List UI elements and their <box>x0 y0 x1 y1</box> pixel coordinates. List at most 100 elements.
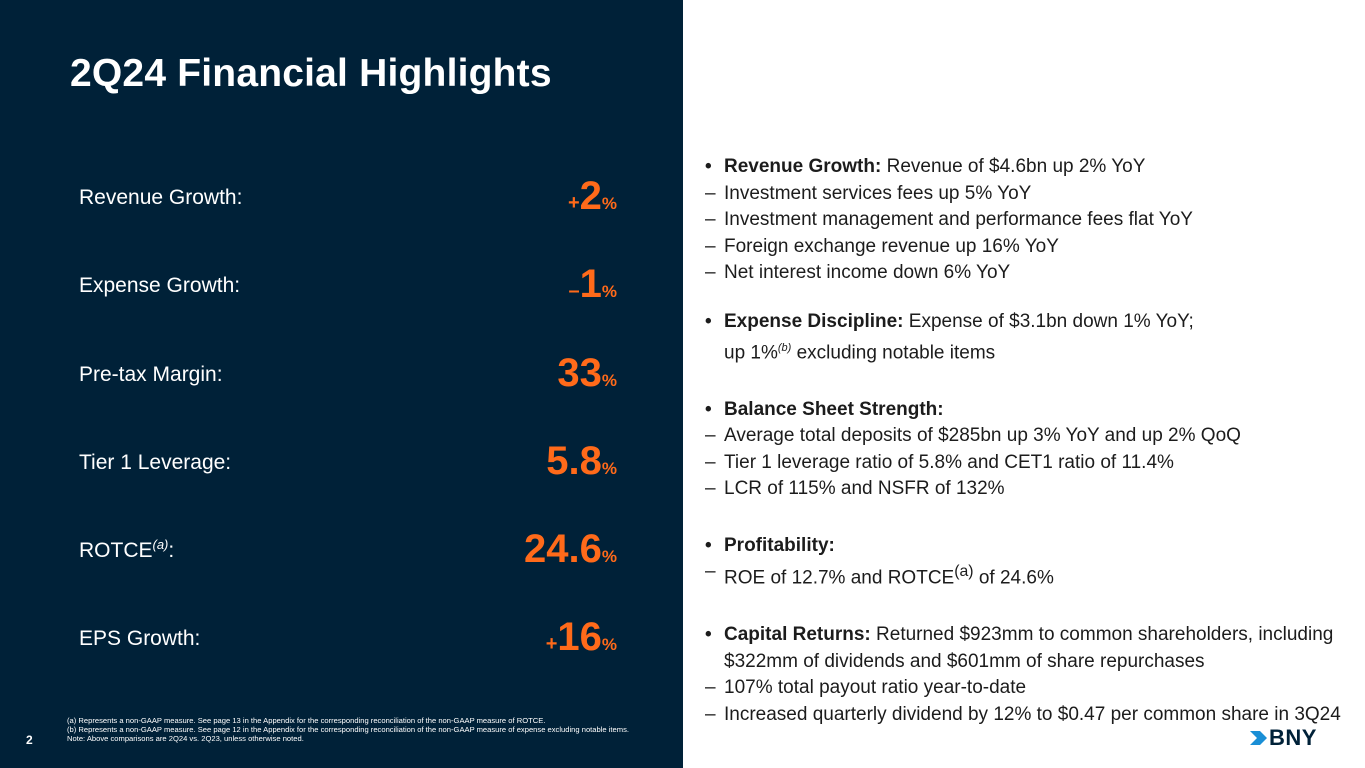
metric-tier1-leverage: Tier 1 Leverage: 5.8% <box>79 423 617 483</box>
metric-sign: – <box>568 280 580 302</box>
metric-rotce: ROTCE(a): 24.6% <box>79 511 617 571</box>
bullet-dot: • <box>705 156 712 177</box>
sub-text: Average total deposits of $285bn up 3% Y… <box>724 425 1241 447</box>
bullet-heading: Balance Sheet Strength: <box>724 398 944 420</box>
bullet-text-line2: up 1% <box>724 342 778 364</box>
sub-text: Investment services fees up 5% YoY <box>724 182 1032 204</box>
sub-text: LCR of 115% and NSFR of 132% <box>724 478 1005 500</box>
bullet-heading: Profitability: <box>724 534 835 556</box>
bullet-text: Revenue of $4.6bn up 2% YoY <box>881 156 1146 177</box>
metric-value: +16% <box>546 617 617 657</box>
sub-text-end: of 24.6% <box>973 567 1054 589</box>
spacer <box>705 287 1350 309</box>
dash: – <box>705 451 716 473</box>
sub-text: Foreign exchange revenue up 16% YoY <box>724 235 1059 257</box>
bullet-text-line2-end: excluding notable items <box>791 342 996 364</box>
metric-revenue-growth: Revenue Growth: +2% <box>79 158 617 218</box>
metric-number: 2 <box>579 174 602 218</box>
footnote-b: (b) Represents a non-GAAP measure. See p… <box>67 725 629 734</box>
metric-label: EPS Growth: <box>79 627 201 650</box>
sub-item: –107% total payout ratio year-to-date <box>705 675 1350 702</box>
footnotes: (a) Represents a non-GAAP measure. See p… <box>67 716 657 743</box>
dash: – <box>705 235 716 257</box>
bullet-revenue-growth: • Revenue Growth: Revenue of $4.6bn up 2… <box>705 154 1350 181</box>
spacer <box>705 367 1350 397</box>
dash: – <box>705 182 716 204</box>
metric-label-text: ROTCE <box>79 539 153 562</box>
bullet-balance-sheet: • Balance Sheet Strength: <box>705 397 1350 424</box>
dash: – <box>705 561 716 583</box>
metric-number: 16 <box>557 615 602 659</box>
metric-unit: % <box>601 459 617 478</box>
metric-label: Pre-tax Margin: <box>79 363 223 386</box>
sub-item: – Investment management and performance f… <box>705 207 1350 234</box>
metric-label: Tier 1 Leverage: <box>79 451 232 474</box>
metric-unit: % <box>601 635 617 654</box>
bullet-expense-discipline: • Expense Discipline: Expense of $3.1bn … <box>705 309 1350 367</box>
bny-logo: BNY <box>1250 726 1334 750</box>
bullet-dot: • <box>705 310 712 332</box>
metric-value: 5.8% <box>546 441 617 481</box>
page-number: 2 <box>26 733 33 747</box>
sub-text: Tier 1 leverage ratio of 5.8% and CET1 r… <box>724 451 1174 473</box>
bullet-dot: • <box>705 624 712 646</box>
bullet-heading: Revenue Growth: <box>724 156 882 177</box>
dash: – <box>705 703 716 725</box>
metric-label: Expense Growth: <box>79 274 241 297</box>
dash: – <box>705 262 716 283</box>
metric-number: 33 <box>557 351 602 395</box>
metric-unit: % <box>601 371 617 390</box>
sub-item: – Investment services fees up 5% YoY <box>705 181 1350 208</box>
footnote-ref-b: (b) <box>777 342 792 354</box>
sub-item: – ROE of 12.7% and ROTCE(a) of 24.6% <box>705 559 1350 592</box>
spacer <box>705 592 1350 622</box>
metric-sign: + <box>567 192 580 214</box>
metric-unit: % <box>601 547 617 566</box>
metric-label: Revenue Growth: <box>79 186 243 209</box>
left-panel: 2Q24 Financial Highlights Revenue Growth… <box>0 0 683 768</box>
metric-unit: % <box>601 282 617 301</box>
dash: – <box>705 209 716 230</box>
logo-text: BNY <box>1269 725 1317 750</box>
metric-value: –1% <box>569 264 618 304</box>
dash: – <box>705 677 716 699</box>
bullet-capital-returns: • Capital Returns: Returned $923mm to co… <box>705 622 1350 675</box>
bullet-dot: • <box>705 398 712 420</box>
bullet-profitability: • Profitability: <box>705 533 1350 560</box>
metric-expense-growth: Expense Growth: –1% <box>79 246 617 306</box>
metric-label: ROTCE(a): <box>79 537 174 563</box>
sub-text: Increased quarterly dividend by 12% to $… <box>724 703 1341 725</box>
metric-unit: % <box>601 194 617 213</box>
sub-text: 107% total payout ratio year-to-date <box>724 677 1027 699</box>
metric-pretax-margin: Pre-tax Margin: 33% <box>79 335 617 395</box>
sub-item: – Average total deposits of $285bn up 3% … <box>705 423 1350 450</box>
metric-value: 24.6% <box>524 529 617 569</box>
metric-label-colon: : <box>168 539 175 562</box>
metric-eps-growth: EPS Growth: +16% <box>79 599 617 659</box>
bullet-text: Expense of $3.1bn down 1% YoY; <box>903 310 1194 332</box>
metric-number: 24.6 <box>524 527 602 571</box>
footnote-ref-a: (a) <box>954 563 974 581</box>
sub-item: – Net interest income down 6% YoY <box>705 260 1350 287</box>
sub-item: – Tier 1 leverage ratio of 5.8% and CET1 … <box>705 450 1350 477</box>
dash: – <box>705 478 716 500</box>
footnote-a: (a) Represents a non-GAAP measure. See p… <box>67 716 546 725</box>
metric-number: 5.8 <box>546 439 602 483</box>
metric-sign: + <box>545 633 558 655</box>
spacer <box>705 503 1350 533</box>
bullet-dot: • <box>705 534 712 556</box>
sub-text: Net interest income down 6% YoY <box>724 262 1011 283</box>
sub-item: – LCR of 115% and NSFR of 132% <box>705 476 1350 503</box>
dash: – <box>705 425 716 447</box>
footnote-ref-a: (a) <box>152 537 169 552</box>
sub-text: ROE of 12.7% and ROTCE <box>724 567 955 589</box>
metric-value: +2% <box>568 176 617 216</box>
sub-item: – Foreign exchange revenue up 16% YoY <box>705 234 1350 261</box>
highlights-list: • Revenue Growth: Revenue of $4.6bn up 2… <box>705 154 1350 728</box>
metric-value: 33% <box>557 353 617 393</box>
bullet-heading: Capital Returns: <box>724 624 871 646</box>
bullet-heading: Expense Discipline: <box>724 310 904 332</box>
bullet-text: Returned $923mm to common shareholders, … <box>724 624 1334 672</box>
footnote-note: Note: Above comparisons are 2Q24 vs. 2Q2… <box>67 734 304 743</box>
sub-text: Investment management and performance fe… <box>724 209 1193 230</box>
